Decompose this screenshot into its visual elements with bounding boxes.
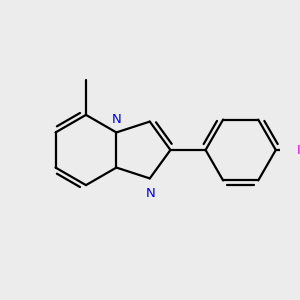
Text: N: N xyxy=(112,113,121,126)
Text: N: N xyxy=(146,187,156,200)
Text: I: I xyxy=(297,143,300,157)
